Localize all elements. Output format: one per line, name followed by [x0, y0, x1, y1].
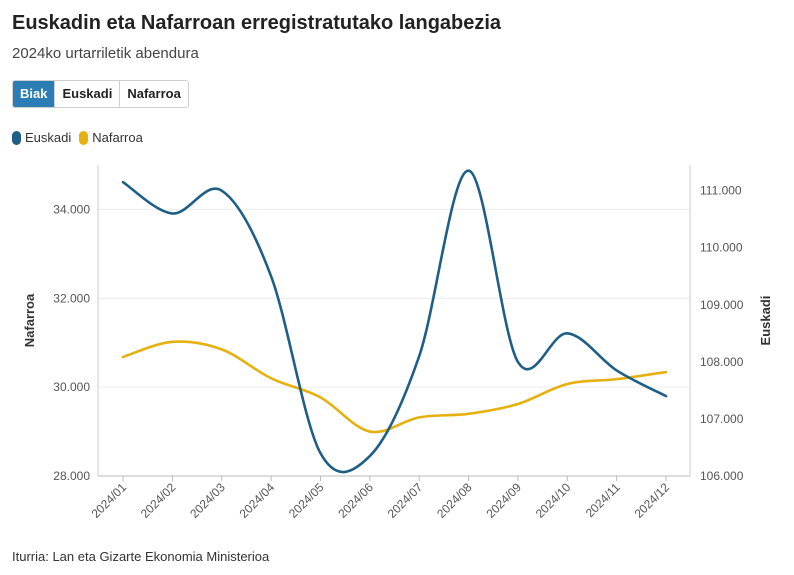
y-right-tick-label: 109.000: [700, 298, 744, 312]
x-tick-label: 2024/06: [335, 480, 376, 521]
x-tick-label: 2024/02: [138, 480, 179, 521]
data-point-euskadi: [417, 354, 421, 358]
data-point-euskadi: [467, 169, 471, 173]
x-tick-label: 2024/05: [286, 480, 327, 521]
x-tick-label: 2024/07: [385, 480, 426, 521]
data-point-euskadi: [121, 180, 125, 184]
chart-subtitle: 2024ko urtarriletik abendura: [12, 45, 199, 62]
y-left-tick-label: 34.000: [53, 202, 90, 216]
data-point-euskadi: [516, 360, 520, 364]
tab-nafarroa[interactable]: Nafarroa: [120, 81, 188, 107]
data-point-nafarroa: [269, 376, 273, 380]
x-tick-label: 2024/09: [483, 480, 524, 521]
data-point-euskadi: [170, 212, 174, 216]
x-tick-label: 2024/01: [89, 480, 130, 521]
tab-euskadi[interactable]: Euskadi: [55, 81, 121, 107]
legend-swatch-nafarroa: [79, 130, 89, 145]
data-point-nafarroa: [368, 430, 372, 434]
data-point-nafarroa: [467, 412, 471, 416]
y-right-tick-label: 107.000: [700, 412, 744, 426]
data-point-nafarroa: [220, 347, 224, 351]
y-axis-left-title: Nafarroa: [22, 293, 37, 347]
series-toggle: Biak Euskadi Nafarroa: [12, 80, 189, 108]
data-point-nafarroa: [417, 415, 421, 419]
x-tick-label: 2024/10: [533, 480, 574, 521]
data-point-nafarroa: [565, 382, 569, 386]
y-left-tick-label: 30.000: [53, 380, 90, 394]
chart-title: Euskadin eta Nafarroan erregistratutako …: [12, 12, 502, 34]
source-note: Iturria: Lan eta Gizarte Ekonomia Minist…: [12, 549, 270, 564]
data-point-nafarroa: [615, 377, 619, 381]
legend: Euskadi Nafarroa: [12, 130, 151, 145]
x-tick-label: 2024/04: [237, 480, 278, 521]
y-right-tick-label: 106.000: [700, 469, 744, 483]
data-point-nafarroa: [516, 402, 520, 406]
y-axis-right-title: Euskadi: [758, 296, 773, 346]
legend-item-euskadi[interactable]: Euskadi: [12, 130, 71, 145]
data-point-euskadi: [664, 394, 668, 398]
legend-label-nafarroa: Nafarroa: [92, 130, 143, 145]
data-point-nafarroa: [318, 395, 322, 399]
series-line-nafarroa: [121, 340, 668, 434]
legend-item-nafarroa[interactable]: Nafarroa: [79, 130, 143, 145]
data-point-nafarroa: [121, 355, 125, 359]
series-line-euskadi: [121, 169, 668, 474]
x-tick-label: 2024/12: [632, 480, 673, 521]
y-left-tick-label: 32.000: [53, 291, 90, 305]
data-point-euskadi: [220, 189, 224, 193]
data-point-euskadi: [269, 274, 273, 278]
data-point-euskadi: [615, 368, 619, 372]
data-point-nafarroa: [170, 340, 174, 344]
data-point-euskadi: [368, 454, 372, 458]
legend-label-euskadi: Euskadi: [25, 130, 72, 145]
tab-biak[interactable]: Biak: [13, 81, 56, 107]
y-right-tick-label: 111.000: [700, 184, 742, 198]
data-point-euskadi: [318, 451, 322, 455]
y-right-tick-label: 108.000: [700, 355, 744, 369]
x-tick-label: 2024/03: [187, 480, 228, 521]
data-point-nafarroa: [664, 370, 668, 374]
data-point-euskadi: [565, 331, 569, 335]
x-tick-label: 2024/08: [434, 480, 475, 521]
y-right-tick-label: 110.000: [700, 241, 743, 255]
y-left-tick-label: 28.000: [53, 469, 90, 483]
x-tick-label: 2024/11: [583, 480, 623, 520]
legend-swatch-euskadi: [12, 130, 21, 145]
